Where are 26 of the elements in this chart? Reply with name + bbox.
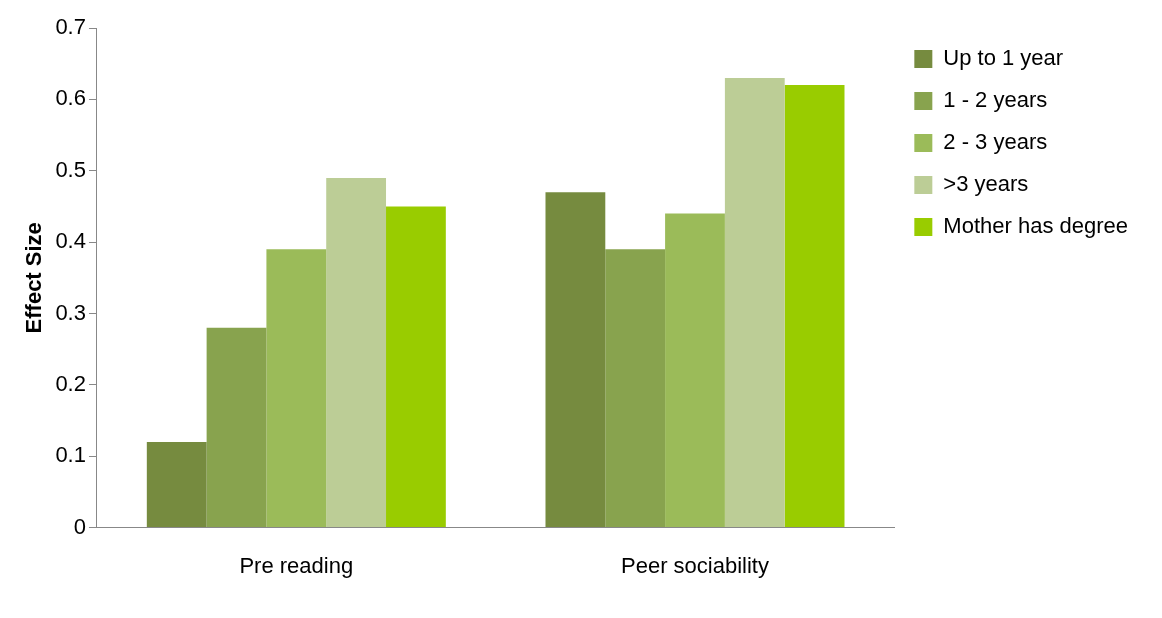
legend-label: 1 - 2 years xyxy=(943,87,1048,113)
y-tick-label: 0.1 xyxy=(55,442,86,468)
bar xyxy=(605,249,666,528)
bar xyxy=(665,213,725,528)
bar xyxy=(146,441,207,528)
y-tick-label: 0.7 xyxy=(55,14,86,40)
x-tick-label: Pre reading xyxy=(239,552,354,578)
legend-label: Up to 1 year xyxy=(943,45,1064,71)
y-tick-label: 0.3 xyxy=(55,299,86,325)
y-tick-label: 0.6 xyxy=(55,85,86,111)
legend-label: 2 - 3 years xyxy=(943,129,1048,155)
y-axis-title: Effect Size xyxy=(21,222,47,334)
bar xyxy=(206,327,267,528)
x-tick-label: Peer sociability xyxy=(621,552,769,578)
legend-label: >3 years xyxy=(943,171,1029,197)
bar xyxy=(724,77,785,528)
y-tick-label: 0.4 xyxy=(55,228,86,254)
y-tick-label: 0 xyxy=(73,513,86,539)
y-tick-label: 0.5 xyxy=(55,156,86,182)
bar xyxy=(545,192,606,528)
bar xyxy=(386,206,446,528)
bar xyxy=(326,177,387,528)
bar xyxy=(266,249,327,528)
bar xyxy=(784,85,845,528)
y-tick-label: 0.2 xyxy=(55,370,86,396)
legend-label: Mother has degree xyxy=(943,213,1128,239)
